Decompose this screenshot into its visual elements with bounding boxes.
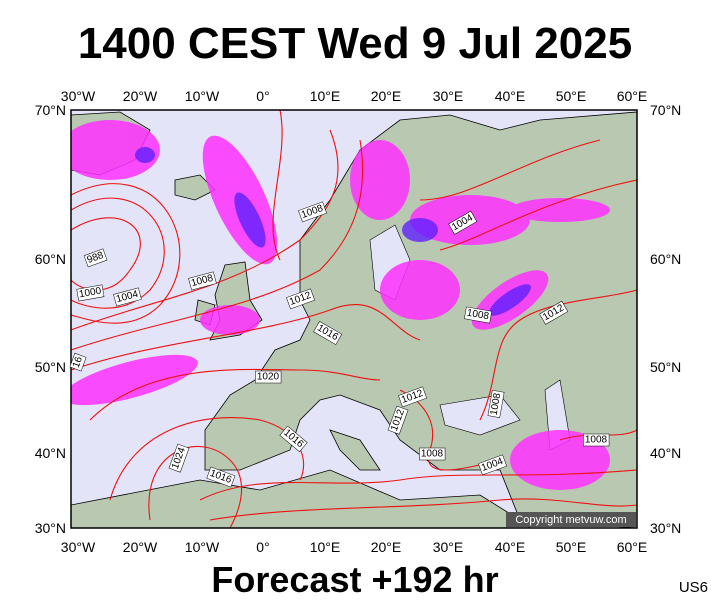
isobar-label-group: 1008 [583, 433, 610, 447]
isobar-label-group: 988 [83, 248, 108, 268]
isobar-label-box [398, 386, 427, 408]
lon-label-bottom: 10°W [185, 539, 220, 555]
lat-label-right: 60°N [650, 251, 681, 267]
isobar-label-box [487, 389, 505, 418]
isobar-label: 1020 [257, 372, 280, 383]
lon-label-bottom: 20°E [371, 539, 402, 555]
isobar-label-group: 1020 [255, 370, 282, 384]
lon-label-top: 20°W [123, 88, 158, 104]
lon-label-bottom: 10°E [310, 539, 341, 555]
lat-label-left: 40°N [35, 445, 66, 461]
isobar-label-box [76, 284, 105, 302]
isobar-label-box [583, 433, 610, 447]
lon-label-top: 10°W [185, 88, 220, 104]
lon-label-bottom: 50°E [556, 539, 587, 555]
lat-label-left: 30°N [35, 520, 66, 536]
lon-label-bottom: 30°E [433, 539, 464, 555]
lon-label-bottom: 40°E [495, 539, 526, 555]
isobar-label-group: 16 [69, 352, 87, 372]
isobar-label: 16 [71, 355, 85, 370]
lon-label-top: 10°E [310, 88, 341, 104]
isobar-label: 1008 [585, 435, 608, 446]
map-code: US6 [679, 579, 708, 596]
isobar-label-group: 1004 [113, 287, 142, 307]
lon-label-top: 20°E [371, 88, 402, 104]
lat-label-right: 30°N [650, 520, 681, 536]
isobar-label: 1008 [421, 449, 444, 460]
lon-label-top: 30°E [433, 88, 464, 104]
lat-label-left: 70°N [35, 102, 66, 118]
isobar-label-box [83, 248, 108, 268]
isobar-label-group: 1008 [188, 271, 217, 291]
isobar-label-group: 1008 [464, 306, 493, 324]
isobar-label-group: 1008 [487, 389, 505, 418]
lon-label-bottom: 20°W [123, 539, 158, 555]
isobar-label-box [539, 300, 569, 325]
isobar-label-box [298, 201, 327, 223]
lat-label-right: 50°N [650, 359, 681, 375]
forecast-label: Forecast +192 hr [211, 559, 498, 600]
lon-label-top: 50°E [556, 88, 587, 104]
lat-label-left: 50°N [35, 359, 66, 375]
isobar-label-box [279, 425, 308, 453]
isobar-label: 1008 [466, 308, 490, 323]
lon-label-bottom: 0° [256, 539, 269, 555]
lat-label-left: 60°N [35, 251, 66, 267]
isobar-label-box [168, 443, 190, 473]
copyright-box [506, 512, 636, 527]
lon-label-bottom: 30°W [61, 539, 96, 555]
lon-label-top: 0° [256, 88, 269, 104]
lon-label-top: 40°E [495, 88, 526, 104]
lat-label-right: 70°N [650, 102, 681, 118]
graticule-labels: 30°W 30°W 20°W 20°W 10°W 10°W 0° 0° 10°E 10°E 20°E… [35, 88, 682, 555]
isobars [71, 110, 637, 528]
map-title: 1400 CEST Wed 9 Jul 2025 [78, 19, 632, 68]
lon-label-top: 30°W [61, 88, 96, 104]
isobar-label-box [286, 288, 315, 310]
isobar-label-group: 1000 [76, 284, 105, 302]
isobar-label-box [313, 321, 343, 345]
isobar-label-box [387, 405, 409, 435]
heavy-precipitation [135, 147, 531, 316]
isobar-label-box [206, 466, 236, 488]
copyright: Copyright metvuw.com [515, 514, 626, 526]
isobar-label-box [448, 210, 478, 235]
map-frame [70, 109, 638, 529]
isobar-label: 1000 [78, 286, 102, 301]
lon-label-bottom: 60°E [617, 539, 648, 555]
isobar-label-box [478, 454, 507, 476]
isobar-label: 1008 [489, 392, 504, 416]
isobar-label-box [69, 352, 87, 372]
isobar-label-box [464, 306, 493, 324]
lat-label-right: 40°N [650, 445, 681, 461]
isobar-label-group: 1008 [419, 447, 446, 461]
lon-label-top: 60°E [617, 88, 648, 104]
isobar-label-box [113, 287, 142, 307]
isobar-label-box [188, 271, 217, 291]
isobar-label-box [419, 447, 446, 461]
isobar-label-box [255, 370, 282, 384]
